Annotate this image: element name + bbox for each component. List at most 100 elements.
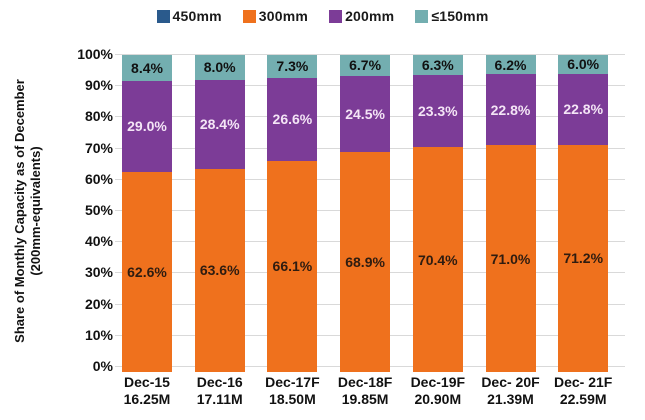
segment-value-label: 6.7%: [349, 57, 382, 74]
stacked-bar: 6.0% 22.8% 71.2%: [558, 55, 609, 372]
y-tick-label: 70%: [84, 139, 113, 156]
segment-value-label: 8.0%: [203, 59, 236, 76]
gridline: [115, 54, 625, 55]
y-tick-label: 30%: [84, 264, 113, 281]
segment-value-label: 7.3%: [276, 58, 309, 75]
x-tick-period: Dec- 21F: [554, 374, 613, 390]
legend-item: 450mm: [156, 8, 222, 24]
x-tick-period: Dec-17F: [265, 374, 320, 390]
segment-value-label: 22.8%: [490, 101, 531, 118]
y-tick-label: 60%: [84, 170, 113, 187]
y-tick-label: 0%: [92, 358, 113, 374]
x-axis-category-label: Dec- 21F 22.59M: [538, 374, 628, 408]
x-tick-period: Dec-18F: [337, 374, 393, 390]
segment-value-label: 29.0%: [127, 118, 167, 135]
y-tick-label: 10%: [84, 326, 113, 343]
x-tick-capacity: 20.90M: [414, 391, 462, 407]
segment-value-label: 63.6%: [199, 262, 240, 279]
legend-item: 200mm: [329, 8, 394, 24]
bar-segment-le150mm: 6.2%: [485, 55, 536, 75]
x-tick-capacity: 19.85M: [341, 391, 389, 407]
x-tick-period: Dec-19F: [410, 374, 466, 390]
segment-value-label: 28.4%: [199, 116, 240, 133]
bar-segment-300mm: 70.4%: [412, 147, 463, 372]
legend-swatch-icon: [242, 9, 256, 23]
legend-label: 300mm: [258, 8, 309, 24]
x-tick-capacity: 21.39M: [487, 391, 534, 407]
x-tick-period: Dec-16: [196, 374, 243, 390]
segment-value-label: 26.6%: [272, 111, 313, 128]
segment-value-label: 6.2%: [494, 56, 527, 73]
y-tick-label: 20%: [84, 295, 113, 312]
bar-segment-300mm: 62.6%: [122, 171, 172, 372]
bar-segment-200mm: 29.0%: [122, 81, 172, 172]
segment-value-label: 66.1%: [272, 258, 313, 275]
x-axis-category-label: Dec-18F 19.85M: [320, 374, 410, 408]
legend-item: 300mm: [242, 8, 309, 24]
plot-area: 8.4% 29.0% 62.6% 8.0% 28.4% 63.6% 7.3% 26.6% 66.…: [115, 54, 625, 372]
bar-segment-300mm: 71.0%: [485, 145, 536, 372]
bar-segment-300mm: 68.9%: [340, 152, 391, 372]
bar-segment-200mm: 24.5%: [340, 75, 391, 153]
stacked-bar: 8.4% 29.0% 62.6%: [122, 55, 172, 372]
segment-value-label: 68.9%: [345, 254, 385, 271]
bar-segment-le150mm: 8.0%: [194, 55, 245, 80]
x-tick-period: Dec-15: [124, 374, 170, 390]
bar-segment-le150mm: 8.4%: [122, 55, 172, 82]
segment-value-label: 24.5%: [345, 106, 385, 123]
x-tick-period: Dec- 20F: [481, 374, 540, 390]
legend-item: ≤150mm: [415, 8, 488, 24]
bar-segment-le150mm: 6.7%: [340, 55, 391, 76]
bar-segment-le150mm: 7.3%: [267, 55, 318, 78]
x-axis-category-label: Dec-16 17.11M: [175, 374, 265, 408]
y-tick-label: 90%: [84, 77, 113, 94]
bar-segment-200mm: 26.6%: [267, 77, 318, 161]
bar-segment-300mm: 66.1%: [267, 160, 318, 372]
bar-segment-200mm: 22.8%: [558, 73, 609, 145]
bar-segment-200mm: 28.4%: [194, 79, 245, 169]
x-tick-capacity: 17.11M: [196, 391, 243, 407]
segment-value-label: 62.6%: [127, 263, 167, 280]
segment-value-label: 6.0%: [567, 56, 600, 73]
x-tick-capacity: 22.59M: [559, 391, 607, 407]
x-tick-capacity: 18.50M: [269, 391, 316, 407]
segment-value-label: 70.4%: [417, 251, 458, 268]
legend-label: ≤150mm: [431, 8, 489, 24]
bar-segment-le150mm: 6.0%: [558, 55, 609, 74]
y-axis-title-line2: (200mm-equivalents): [28, 146, 43, 276]
y-tick-label: 50%: [84, 202, 113, 218]
stacked-bar: 6.7% 24.5% 68.9%: [340, 55, 391, 372]
y-tick-label: 100%: [77, 46, 113, 62]
legend-label: 200mm: [345, 8, 395, 24]
y-axis-title: Share of Monthly Capacity as of December…: [12, 41, 48, 381]
bar-segment-200mm: 22.8%: [485, 74, 536, 146]
x-axis-category-label: Dec-17F 18.50M: [247, 374, 337, 408]
legend-swatch-icon: [329, 9, 343, 23]
segment-value-label: 71.2%: [563, 250, 604, 267]
x-axis-category-label: Dec-15 16.25M: [102, 374, 192, 408]
y-axis-title-line1: Share of Monthly Capacity as of December: [12, 79, 27, 343]
bar-segment-300mm: 71.2%: [558, 144, 609, 372]
bar-segment-300mm: 63.6%: [194, 168, 245, 372]
stacked-bar: 6.3% 23.3% 70.4%: [412, 55, 463, 372]
y-tick-label: 40%: [84, 233, 113, 250]
segment-value-label: 22.8%: [563, 101, 604, 118]
stacked-bar: 8.0% 28.4% 63.6%: [194, 55, 245, 372]
segment-value-label: 6.3%: [421, 56, 454, 73]
bar-segment-le150mm: 6.3%: [412, 55, 463, 75]
legend-swatch-icon: [415, 9, 429, 23]
legend-swatch-icon: [156, 9, 170, 23]
segment-value-label: 71.0%: [490, 250, 531, 267]
bar-segment-200mm: 23.3%: [412, 74, 463, 148]
x-tick-capacity: 16.25M: [123, 391, 171, 407]
stacked-bar: 7.3% 26.6% 66.1%: [267, 55, 318, 372]
stacked-bar: 6.2% 22.8% 71.0%: [485, 55, 536, 372]
x-axis-category-label: Dec- 20F 21.39M: [466, 374, 556, 408]
chart-legend: 450mm 300mm 200mm ≤150mm: [0, 8, 645, 24]
legend-label: 450mm: [172, 8, 222, 24]
y-tick-label: 80%: [84, 108, 113, 125]
segment-value-label: 8.4%: [131, 60, 163, 77]
segment-value-label: 23.3%: [417, 102, 458, 119]
x-axis-category-label: Dec-19F 20.90M: [393, 374, 483, 408]
